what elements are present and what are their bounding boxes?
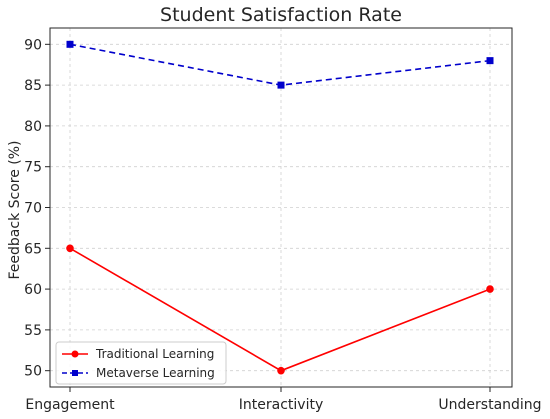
legend: Traditional Learning Metaverse Learning — [55, 341, 227, 385]
legend-box — [55, 341, 227, 385]
y-tick-label: 55 — [24, 323, 42, 339]
y-axis-ticks: 50 55 60 65 70 75 80 85 90 — [24, 37, 50, 380]
y-tick-label: 60 — [24, 282, 42, 298]
y-tick-label: 80 — [24, 119, 42, 135]
grid-lines — [50, 28, 512, 387]
chart-title: Student Satisfaction Rate — [160, 4, 402, 26]
y-tick-label: 70 — [24, 201, 42, 217]
x-axis-ticks: Engagement Interactivity Understanding — [25, 387, 542, 413]
y-tick-label: 75 — [24, 160, 42, 176]
y-tick-label: 90 — [24, 37, 42, 53]
legend-label: Traditional Learning — [95, 347, 214, 361]
data-point — [486, 285, 494, 293]
series-layer — [66, 40, 494, 375]
data-point — [277, 366, 285, 375]
x-tick-label: Engagement — [25, 397, 115, 413]
legend-item: Metaverse Learning — [62, 366, 215, 380]
y-tick-label: 65 — [24, 241, 42, 257]
series-metaverse-learning — [66, 40, 494, 89]
legend-item: Traditional Learning — [62, 347, 214, 361]
legend-label: Metaverse Learning — [96, 366, 215, 380]
x-tick-label: Interactivity — [239, 397, 323, 413]
data-point — [277, 81, 285, 89]
data-point — [486, 57, 494, 65]
data-point — [66, 244, 74, 253]
series-traditional-learning — [66, 244, 494, 375]
legend-marker — [71, 350, 79, 358]
legend-marker — [72, 370, 78, 376]
y-tick-label: 85 — [24, 78, 42, 94]
x-tick-label: Understanding — [438, 397, 541, 413]
data-point — [66, 40, 74, 48]
y-axis-title: Feedback Score (%) — [7, 140, 23, 279]
series-line — [69, 43, 491, 86]
y-tick-label: 50 — [24, 364, 42, 380]
